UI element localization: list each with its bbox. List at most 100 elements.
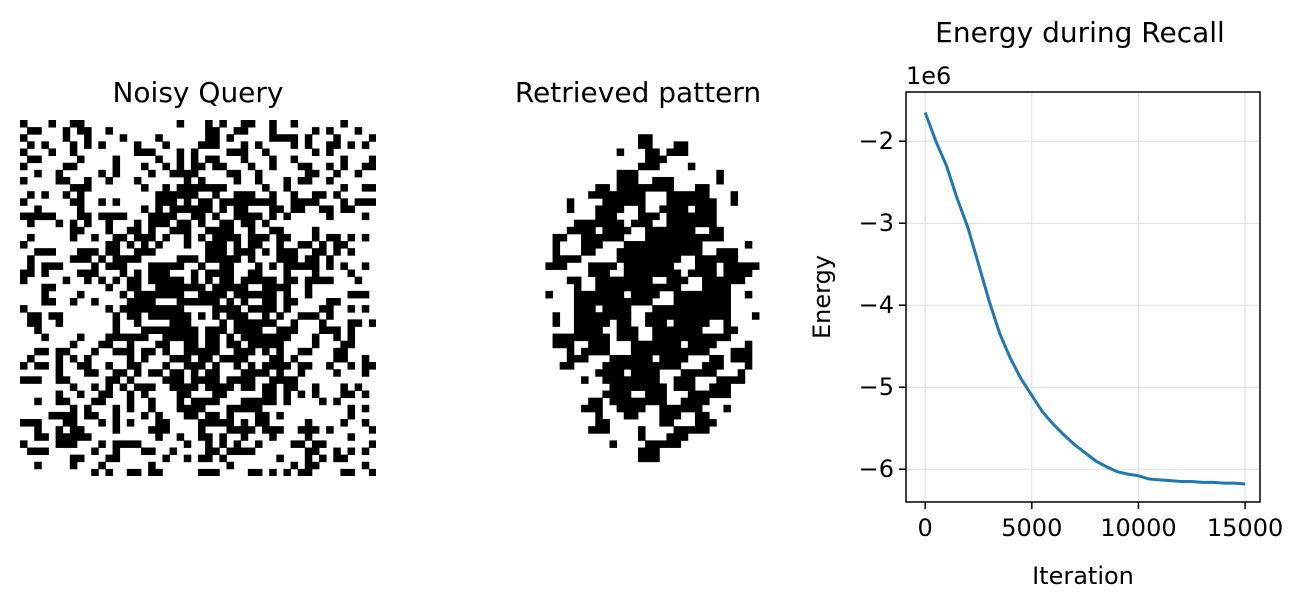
pixel-cell (262, 290, 270, 299)
pixel-cell (247, 426, 256, 434)
pixel-cell (290, 276, 299, 285)
pixel-cell (744, 347, 753, 356)
pixel-cell (666, 198, 674, 206)
pixel-cell (354, 127, 363, 135)
pixel-cell (133, 176, 142, 185)
pixel-cell (162, 219, 170, 228)
pixel-cell (219, 454, 227, 463)
pixel-cell (659, 176, 667, 185)
pixel-cell (205, 226, 213, 235)
pixel-cell (233, 376, 242, 384)
pixel-cell (198, 141, 206, 149)
pixel-cell (652, 148, 660, 156)
pixel-cell (638, 269, 646, 278)
pixel-cell (205, 205, 213, 213)
pixel-cell (240, 433, 249, 441)
pixel-cell (333, 447, 341, 456)
pixel-cell (616, 184, 625, 192)
pixel-cell (27, 376, 35, 384)
pixel-cell (283, 176, 291, 185)
pixel-cell (595, 340, 603, 349)
pixel-cell (304, 461, 313, 470)
pixel-cell (84, 404, 92, 413)
pixel-cell (219, 283, 227, 292)
pixel-cell (69, 426, 78, 434)
pixel-cell (630, 184, 639, 192)
pixel-cell (652, 333, 660, 342)
pixel-cell (240, 383, 249, 391)
pixel-cell (340, 162, 348, 171)
pixel-cell (283, 184, 291, 192)
pixel-cell (126, 376, 135, 384)
pixel-cell (659, 326, 667, 334)
pixel-cell (162, 262, 170, 270)
pixel-cell (76, 198, 85, 206)
pixel-cell (148, 169, 156, 178)
pixel-cell (716, 333, 724, 342)
pixel-cell (666, 148, 674, 156)
pixel-cell (623, 176, 632, 185)
pixel-cell (361, 262, 370, 270)
pixel-cell (141, 298, 149, 306)
pixel-cell (98, 212, 106, 221)
pixel-cell (595, 419, 603, 427)
pixel-cell (247, 226, 256, 235)
pixel-cell (283, 298, 291, 306)
pixel-cell (616, 362, 625, 370)
pixel-cell (112, 440, 121, 448)
pixel-cell (240, 198, 249, 206)
pixel-cell (212, 326, 220, 334)
pixel-cell (723, 305, 731, 313)
pixel-cell (573, 298, 582, 306)
pixel-cell (69, 404, 78, 413)
pixel-cell (666, 333, 674, 342)
pixel-cell (212, 312, 220, 320)
pixel-cell (226, 276, 234, 285)
pixel-cell (333, 397, 341, 406)
pixel-cell (595, 333, 603, 342)
pixel-cell (20, 198, 28, 206)
pixel-cell (623, 262, 632, 270)
pixel-cell (566, 354, 575, 363)
pixel-cell (340, 262, 348, 270)
pixel-cell (190, 255, 199, 263)
pixel-cell (226, 198, 234, 206)
pixel-cell (588, 404, 596, 413)
pixel-cell (283, 233, 291, 242)
pixel-cell (595, 319, 603, 327)
pixel-cell (716, 248, 724, 256)
pixel-cell (69, 383, 78, 391)
pixel-cell (361, 390, 370, 399)
pixel-cell (212, 184, 220, 192)
pixel-cell (680, 397, 689, 406)
pixel-cell (680, 226, 689, 235)
pixel-cell (297, 369, 306, 377)
pixel-cell (226, 447, 234, 456)
pixel-cell (183, 298, 192, 306)
pixel-cell (84, 433, 92, 441)
pixel-cell (638, 433, 646, 441)
pixel-cell (112, 248, 121, 256)
pixel-cell (141, 447, 149, 456)
pixel-cell (283, 283, 291, 292)
pixel-cell (247, 191, 256, 199)
pixel-cell (112, 212, 121, 221)
pixel-cell (311, 333, 320, 342)
pixel-cell (55, 347, 64, 356)
pixel-cell (730, 262, 739, 270)
pixel-cell (652, 162, 660, 171)
pixel-cell (616, 390, 625, 399)
pixel-cell (595, 326, 603, 334)
pixel-cell (162, 269, 170, 278)
x-axis-label: Iteration (1032, 562, 1134, 590)
pixel-cell (694, 326, 703, 334)
pixel-cell (27, 269, 35, 278)
pixel-cell (638, 404, 646, 413)
pixel-cell (212, 255, 220, 263)
pixel-cell (48, 248, 56, 256)
pixel-cell (602, 184, 610, 192)
pixel-cell (602, 283, 610, 292)
pixel-cell (595, 191, 603, 199)
pixel-cell (219, 433, 227, 441)
pixel-cell (34, 169, 42, 178)
